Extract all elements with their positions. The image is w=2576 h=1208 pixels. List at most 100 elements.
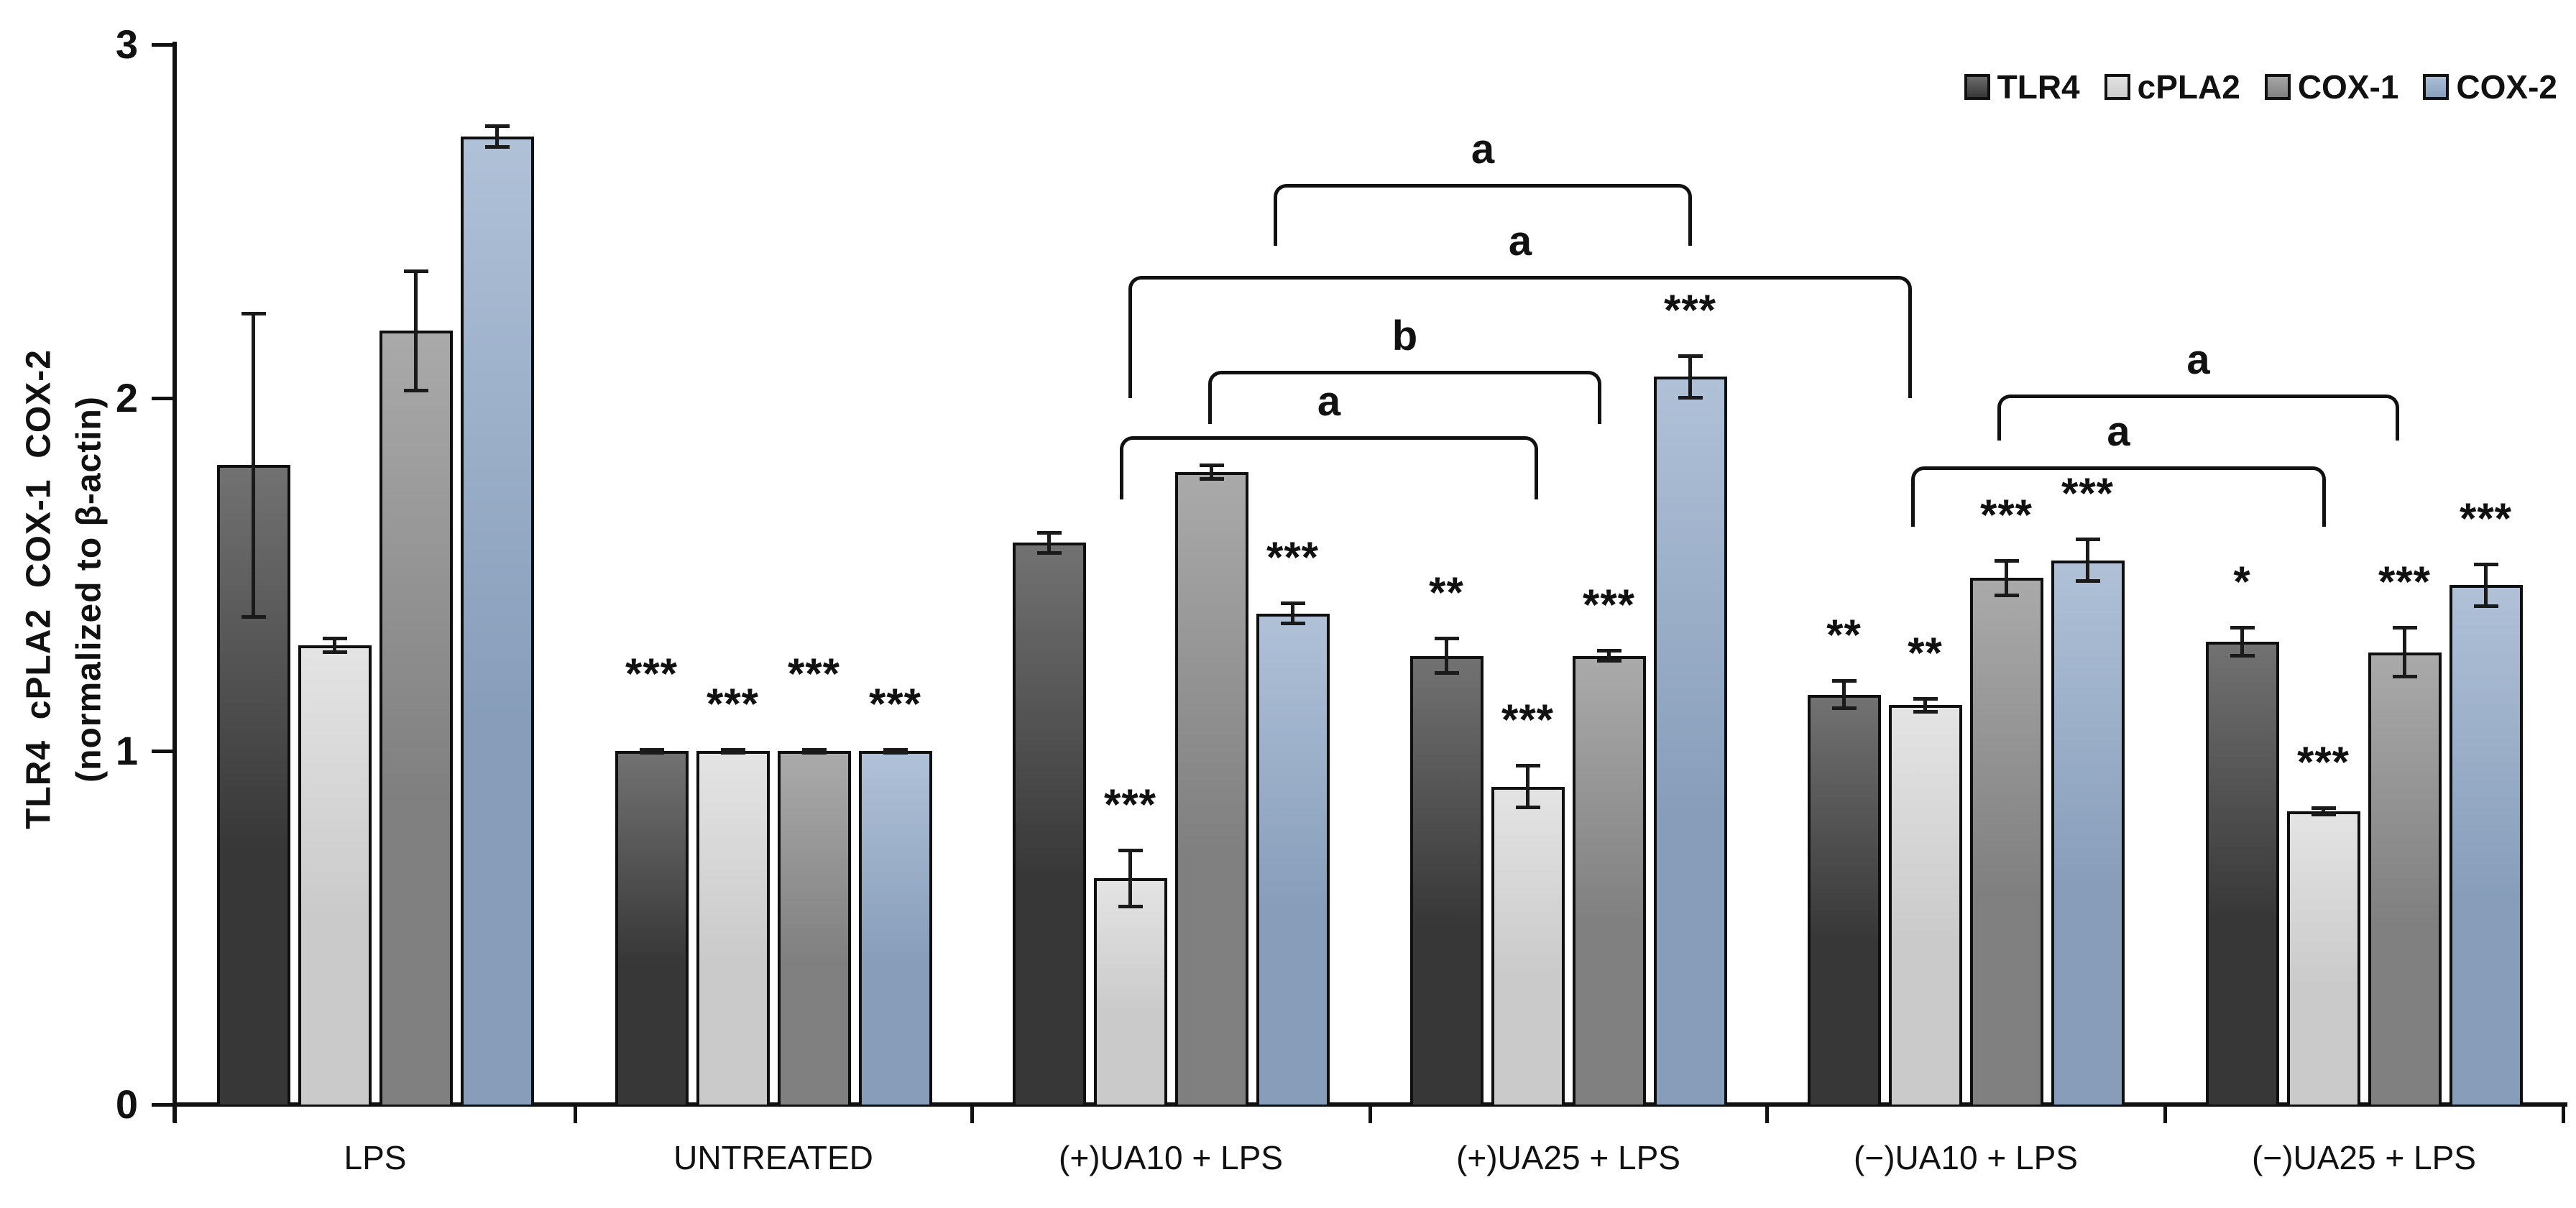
significance-stars: *** (625, 649, 678, 698)
error-bar-cap-top (2392, 626, 2417, 630)
significance-stars: *** (706, 679, 760, 728)
bar-TLR4-5 (2205, 641, 2279, 1105)
error-bar-cap-bottom (2473, 604, 2498, 608)
bar-COX-1-1 (777, 751, 851, 1105)
legend-item-COX-1: COX-1 (2264, 68, 2399, 106)
y-axis-label-line2: (normalized to β-actin) (70, 396, 109, 783)
comparison-bracket-label: a (1471, 126, 1495, 172)
x-category-label: (+)UA25 + LPS (1456, 1139, 1680, 1176)
significance-stars: *** (2378, 558, 2432, 607)
significance-stars: * (2233, 558, 2251, 607)
error-bar (495, 126, 499, 147)
legend-swatch-COX-2 (2423, 74, 2450, 100)
comparison-bracket (1128, 276, 1912, 398)
error-bar-cap-top (1913, 696, 1938, 701)
legend-label-COX-1: COX-1 (2297, 68, 2399, 106)
bar-TLR4-0 (216, 465, 290, 1105)
legend-swatch-TLR4 (1964, 74, 1990, 100)
y-axis-line (172, 42, 177, 1122)
significance-stars: *** (2061, 469, 2115, 518)
bar-cPLA2-4 (1888, 705, 1962, 1105)
error-bar-cap-bottom (1994, 594, 2019, 597)
error-bar-cap-top (403, 269, 428, 273)
error-bar-cap-top (1434, 637, 1459, 640)
error-bar (1842, 681, 1846, 709)
x-category-label: (+)UA10 + LPS (1059, 1139, 1283, 1176)
error-bar-cap-bottom (1515, 806, 1540, 809)
bar-cPLA2-3 (1491, 786, 1565, 1105)
error-bar (1445, 638, 1448, 674)
significance-stars: ** (1908, 628, 1943, 677)
significance-stars: *** (1266, 532, 1320, 581)
error-bar-cap-bottom (883, 750, 908, 755)
bar-COX-2-0 (460, 136, 534, 1105)
legend-label-COX-2: COX-2 (2456, 68, 2557, 106)
legend-item-cPLA2: cPLA2 (2104, 68, 2240, 106)
bar-COX-1-3 (1572, 655, 1646, 1105)
error-bar (1210, 465, 1213, 479)
x-category-label: LPS (344, 1139, 407, 1176)
error-bar (1291, 602, 1294, 624)
significance-stars: ** (1826, 611, 1862, 659)
y-tick (152, 43, 175, 47)
error-bar-cap-top (1280, 601, 1305, 605)
comparison-bracket-label: a (2107, 408, 2130, 455)
y-tick-label: 1 (115, 728, 138, 774)
x-tick (1765, 1105, 1769, 1123)
x-category-label: UNTREATED (673, 1139, 873, 1176)
error-bar (252, 313, 255, 617)
bar-TLR4-3 (1409, 655, 1484, 1105)
error-bar-cap-top (2311, 806, 2336, 810)
y-tick-label: 0 (115, 1082, 138, 1127)
error-bar-cap-bottom (1036, 551, 1062, 555)
legend-label-cPLA2: cPLA2 (2137, 68, 2240, 106)
error-bar-cap-bottom (2230, 653, 2255, 658)
error-bar-cap-bottom (1913, 710, 1938, 714)
error-bar-cap-top (1118, 849, 1143, 852)
x-tick (2562, 1105, 2565, 1123)
y-tick (152, 396, 175, 400)
error-bar-cap-top (801, 747, 827, 752)
x-tick (970, 1105, 974, 1123)
error-bar-cap-bottom (1199, 476, 1224, 481)
error-bar-cap-bottom (1678, 395, 1703, 400)
error-bar-cap-bottom (241, 614, 266, 619)
y-axis-label-line1: TLR4 cPLA2 COX-1 COX-2 (19, 349, 58, 829)
significance-stars: *** (868, 679, 922, 728)
comparison-bracket (1997, 395, 2399, 441)
bar-COX-1-5 (2368, 652, 2442, 1105)
error-bar-cap-bottom (322, 650, 347, 654)
error-bar (414, 270, 418, 391)
error-bar-cap-bottom (2392, 675, 2417, 679)
comparison-bracket-label: a (1508, 218, 1532, 264)
error-bar (1047, 532, 1051, 553)
y-tick (152, 1103, 175, 1107)
y-tick-label: 2 (115, 374, 138, 420)
legend-label-TLR4: TLR4 (1997, 68, 2080, 106)
significance-stars: *** (1501, 696, 1555, 744)
significance-stars: *** (787, 649, 841, 698)
bar-cPLA2-0 (298, 645, 372, 1105)
error-bar-cap-top (1831, 679, 1857, 683)
error-bar-cap-bottom (639, 750, 664, 755)
error-bar-cap-bottom (1831, 706, 1857, 711)
error-bar-cap-top (883, 747, 908, 752)
comparison-bracket-label: b (1392, 313, 1418, 359)
error-bar-cap-bottom (720, 750, 745, 755)
error-bar-cap-top (2473, 562, 2498, 566)
comparison-bracket-label: a (1317, 378, 1341, 425)
bar-COX-2-3 (1653, 377, 1727, 1105)
error-bar-cap-bottom (2311, 812, 2336, 816)
significance-stars: *** (1582, 581, 1636, 630)
error-bar (2484, 563, 2488, 607)
bar-cPLA2-5 (2286, 811, 2360, 1105)
comparison-bracket-label: a (2186, 336, 2210, 383)
error-bar-cap-bottom (484, 144, 510, 149)
x-tick (574, 1105, 577, 1123)
bar-cPLA2-2 (1093, 878, 1167, 1105)
comparison-bracket (1274, 184, 1692, 246)
significance-stars: *** (1103, 780, 1157, 829)
error-bar-cap-top (639, 747, 664, 752)
legend-swatch-COX-1 (2264, 74, 2291, 100)
